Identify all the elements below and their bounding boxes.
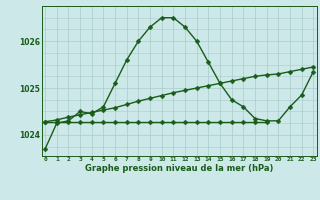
X-axis label: Graphe pression niveau de la mer (hPa): Graphe pression niveau de la mer (hPa) xyxy=(85,164,273,173)
